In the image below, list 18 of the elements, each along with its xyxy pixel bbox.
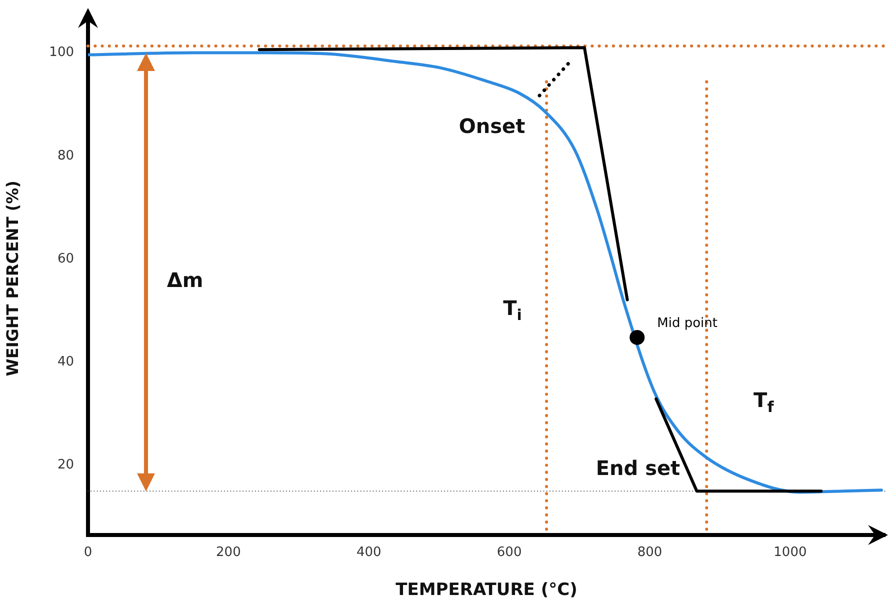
y-tick-label: 100 [49, 45, 74, 60]
annotation: Onset [458, 114, 526, 138]
y-tick-label: 80 [57, 148, 74, 164]
y-tick-label: 40 [57, 354, 74, 370]
x-tick-label: 400 [356, 545, 382, 560]
annotation: End set [596, 456, 681, 480]
x-tick-label: 800 [637, 545, 662, 560]
x-tick-label: 1000 [774, 545, 807, 560]
x-tick-label: 0 [84, 545, 92, 560]
line-series [88, 51, 883, 494]
y-tick-label: 60 [57, 251, 74, 266]
series-label: Mid point [657, 316, 718, 331]
x-tick-label: 600 [496, 545, 522, 560]
y-tick-label: 20 [57, 458, 74, 473]
annotation: Δm [166, 268, 204, 292]
x-axis-title: TEMPERATURE (°C) [396, 580, 578, 600]
x-tick-label: 200 [216, 545, 241, 560]
y-axis-title: WEIGHT PERCENT (%) [2, 180, 22, 376]
